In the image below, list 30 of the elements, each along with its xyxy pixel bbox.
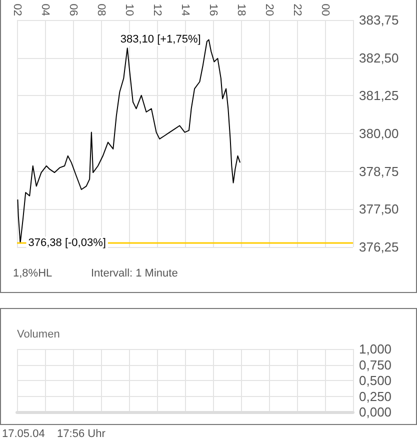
x-tick-label: 12 xyxy=(151,4,163,16)
x-tick-label: 10 xyxy=(123,4,135,16)
y-tick-label: 1,000 xyxy=(359,342,392,356)
annotation: 383,10 [+1,75%] xyxy=(120,34,201,46)
y-tick-label: 0,750 xyxy=(359,357,392,372)
y-tick-label: 376,25 xyxy=(359,240,399,254)
y-tick-label: 383,75 xyxy=(359,12,399,28)
x-tick-label: 06 xyxy=(67,4,79,16)
annotation: 376,38 [-0,03%] xyxy=(28,237,106,250)
x-tick-label: 16 xyxy=(207,4,219,16)
x-tick-label: 08 xyxy=(95,4,107,16)
y-tick-label: 0,500 xyxy=(359,373,392,388)
x-tick-label: 20 xyxy=(263,4,275,16)
y-tick-label: 0,250 xyxy=(359,388,392,404)
y-tick-label: 0,000 xyxy=(359,404,392,420)
text: Intervall: 1 Minute xyxy=(91,268,178,280)
x-tick-label: 00 xyxy=(319,4,331,16)
y-tick-label: 381,25 xyxy=(359,88,399,104)
x-tick-label: 14 xyxy=(179,4,191,16)
y-tick-label: 377,50 xyxy=(359,202,399,217)
x-tick-label: 18 xyxy=(235,4,247,16)
y-tick-label: 382,50 xyxy=(359,50,399,66)
chart-title: Volumen xyxy=(17,328,60,340)
y-tick-label: 380,00 xyxy=(359,126,399,141)
text: 1,8%HL xyxy=(13,268,52,280)
x-tick-label: 22 xyxy=(291,4,303,16)
y-tick-label: 378,75 xyxy=(359,164,399,179)
x-tick-label: 02 xyxy=(11,4,23,16)
x-tick-label: 04 xyxy=(39,4,51,16)
text: 17.05.04 17:56 Uhr xyxy=(2,428,106,440)
